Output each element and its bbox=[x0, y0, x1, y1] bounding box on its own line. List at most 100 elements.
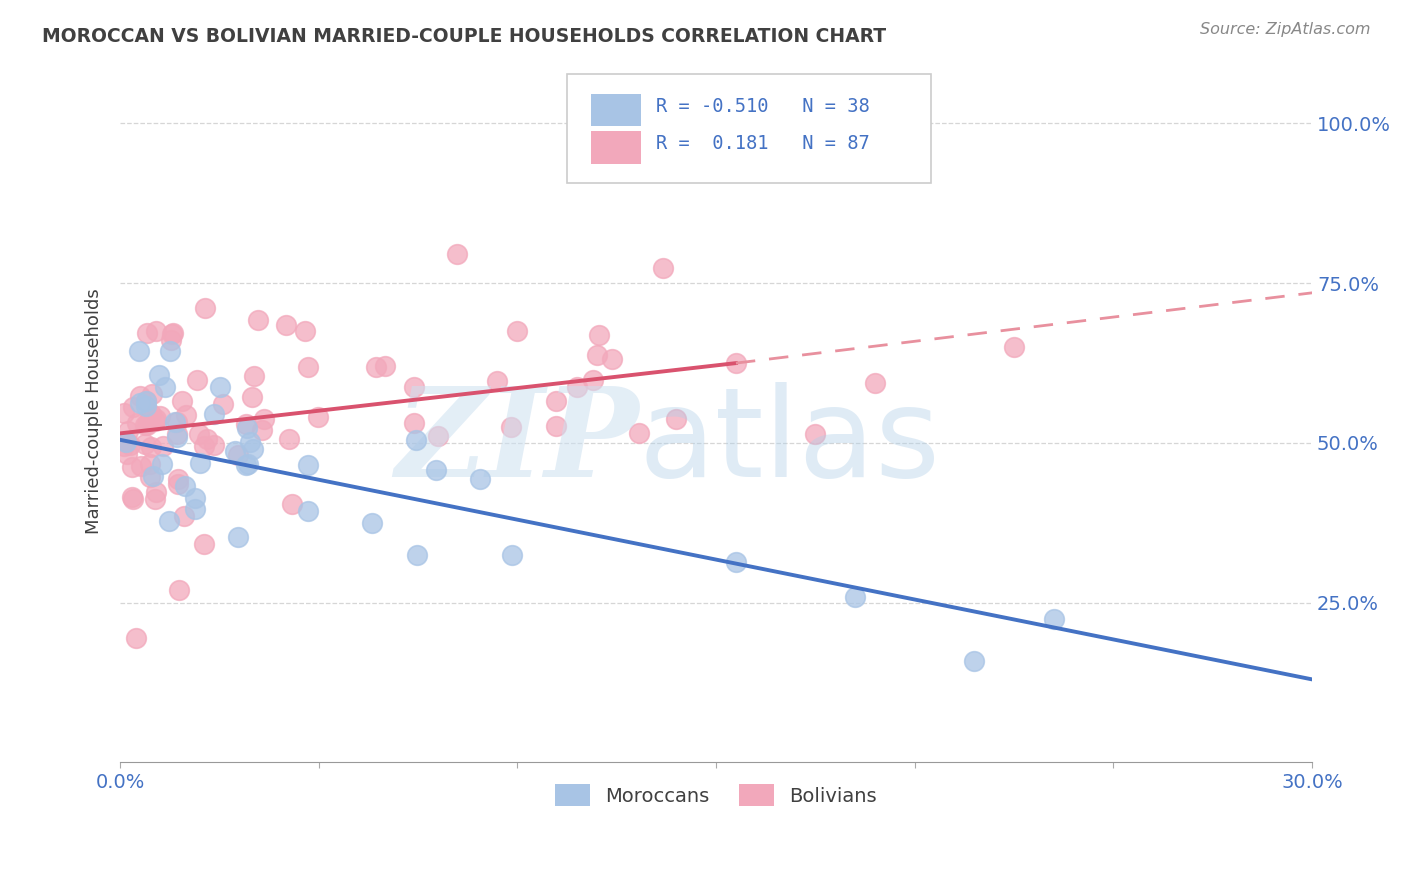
Point bbox=[174, 408, 197, 422]
Point bbox=[502, 548, 524, 562]
Point bbox=[145, 324, 167, 338]
Point bbox=[651, 261, 673, 276]
Point bbox=[281, 497, 304, 511]
Point bbox=[115, 434, 138, 448]
Point bbox=[112, 440, 135, 454]
Point bbox=[628, 425, 651, 440]
Point bbox=[136, 415, 159, 429]
Point bbox=[174, 479, 197, 493]
Point bbox=[195, 432, 218, 446]
Point bbox=[226, 448, 249, 462]
Point bbox=[136, 418, 159, 433]
Point bbox=[600, 352, 623, 367]
Point bbox=[184, 491, 207, 505]
Point bbox=[863, 376, 886, 390]
Point bbox=[243, 368, 266, 383]
Point bbox=[202, 407, 225, 421]
Point bbox=[166, 430, 188, 444]
Point bbox=[138, 470, 160, 484]
Point bbox=[141, 407, 163, 421]
Point bbox=[166, 477, 188, 491]
Point bbox=[427, 429, 450, 443]
Point bbox=[228, 530, 250, 544]
Point bbox=[115, 434, 138, 449]
Point bbox=[804, 427, 827, 442]
Point bbox=[152, 439, 174, 453]
Point bbox=[166, 472, 188, 486]
Point bbox=[361, 516, 384, 530]
Point bbox=[193, 439, 215, 453]
Point bbox=[374, 359, 396, 373]
Point bbox=[724, 555, 747, 569]
Point bbox=[160, 333, 183, 347]
Point bbox=[135, 394, 157, 409]
Point bbox=[141, 441, 163, 455]
Point bbox=[297, 458, 319, 472]
Point bbox=[143, 492, 166, 507]
Point bbox=[208, 380, 231, 394]
FancyBboxPatch shape bbox=[591, 94, 641, 127]
Point bbox=[582, 373, 605, 387]
Point bbox=[136, 326, 159, 341]
FancyBboxPatch shape bbox=[591, 131, 641, 163]
Text: MOROCCAN VS BOLIVIAN MARRIED-COUPLE HOUSEHOLDS CORRELATION CHART: MOROCCAN VS BOLIVIAN MARRIED-COUPLE HOUS… bbox=[42, 27, 886, 45]
Point bbox=[134, 437, 156, 451]
Point bbox=[135, 393, 157, 408]
Text: Source: ZipAtlas.com: Source: ZipAtlas.com bbox=[1201, 22, 1371, 37]
Point bbox=[129, 458, 152, 473]
Point bbox=[1002, 340, 1025, 354]
Point bbox=[141, 387, 163, 401]
Point bbox=[134, 417, 156, 432]
Point bbox=[188, 456, 211, 470]
Point bbox=[253, 412, 276, 426]
Text: atlas: atlas bbox=[638, 382, 941, 503]
Point bbox=[236, 421, 259, 435]
Point bbox=[246, 313, 269, 327]
Point bbox=[297, 359, 319, 374]
Point bbox=[194, 301, 217, 316]
Point bbox=[297, 504, 319, 518]
Point bbox=[184, 501, 207, 516]
Point bbox=[121, 460, 143, 475]
Point bbox=[307, 409, 329, 424]
Text: R = -0.510   N = 38: R = -0.510 N = 38 bbox=[657, 97, 870, 116]
Point bbox=[149, 409, 172, 424]
Point bbox=[193, 537, 215, 551]
Point bbox=[145, 411, 167, 425]
Point bbox=[122, 491, 145, 506]
Point bbox=[499, 420, 522, 434]
FancyBboxPatch shape bbox=[567, 74, 931, 183]
Point bbox=[446, 247, 468, 261]
Point bbox=[157, 515, 180, 529]
Point bbox=[135, 400, 157, 414]
Point bbox=[963, 654, 986, 668]
Point bbox=[565, 380, 588, 394]
Point bbox=[402, 380, 425, 394]
Text: R =  0.181   N = 87: R = 0.181 N = 87 bbox=[657, 135, 870, 153]
Point bbox=[665, 411, 688, 425]
Point bbox=[128, 343, 150, 358]
Point bbox=[186, 372, 208, 386]
Point bbox=[112, 406, 135, 420]
Point bbox=[202, 438, 225, 452]
Point bbox=[274, 318, 297, 333]
Point bbox=[546, 419, 568, 434]
Point bbox=[166, 427, 188, 442]
Point bbox=[235, 417, 257, 431]
Point bbox=[143, 414, 166, 428]
Point bbox=[162, 326, 184, 341]
Point bbox=[294, 324, 316, 338]
Point bbox=[125, 631, 148, 645]
Y-axis label: Married-couple Households: Married-couple Households bbox=[86, 288, 103, 534]
Point bbox=[364, 360, 387, 375]
Legend: Moroccans, Bolivians: Moroccans, Bolivians bbox=[546, 774, 887, 816]
Point bbox=[1043, 612, 1066, 626]
Point bbox=[162, 327, 184, 342]
Point bbox=[211, 396, 233, 410]
Point bbox=[240, 390, 263, 404]
Point bbox=[235, 458, 257, 472]
Point bbox=[148, 368, 170, 382]
Point bbox=[405, 434, 427, 448]
Point bbox=[224, 444, 246, 458]
Point bbox=[150, 458, 173, 472]
